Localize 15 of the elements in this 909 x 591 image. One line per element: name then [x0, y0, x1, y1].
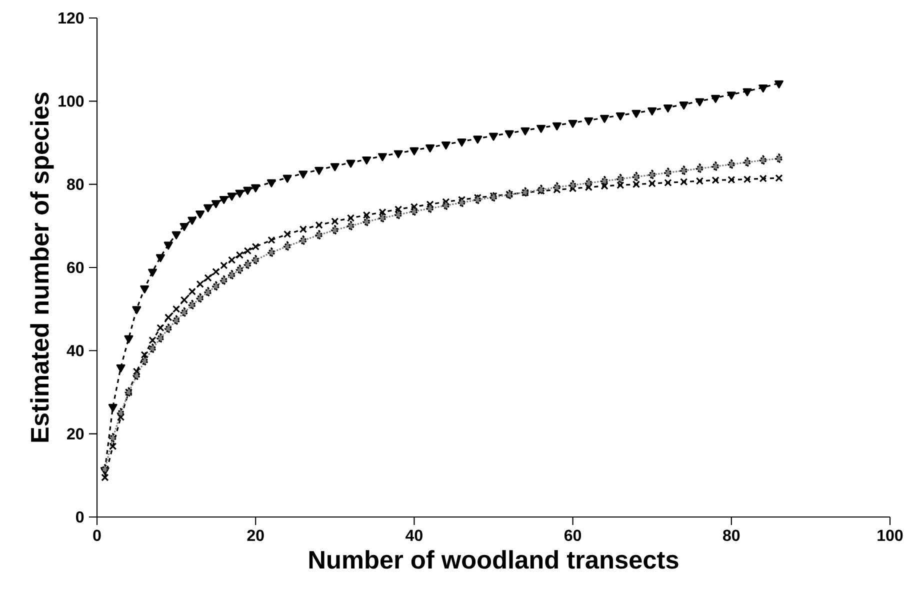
y-tick-label: 100	[58, 95, 84, 107]
y-tick-label: 0	[76, 511, 84, 523]
y-tick-label: 120	[58, 12, 84, 24]
x-tick-label: 20	[247, 530, 264, 542]
x-tick-label: 80	[723, 530, 740, 542]
x-tick-label: 0	[93, 530, 101, 542]
x-tick-label: 40	[406, 530, 422, 542]
x-tick-label: 60	[564, 530, 582, 542]
x-tick-label: 100	[878, 530, 903, 542]
y-axis-title: Estimated number of species	[30, 92, 54, 442]
x-axis-title: Number of woodland transects	[309, 550, 678, 569]
y-tick-label: 80	[67, 178, 84, 190]
y-tick-label: 40	[66, 344, 84, 356]
y-tick-label: 20	[67, 428, 84, 440]
y-tick-label: 60	[67, 262, 84, 274]
